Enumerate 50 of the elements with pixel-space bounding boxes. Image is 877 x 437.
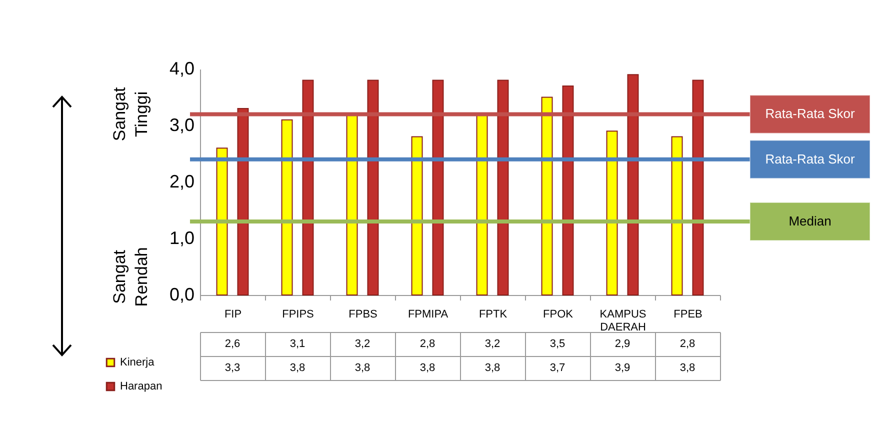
bar	[497, 80, 509, 296]
x-tick-label: FPBS	[348, 308, 378, 320]
bar	[216, 148, 228, 296]
x-tick-label: FIP	[224, 308, 242, 320]
x-tick-label: KAMPUS DAERAH	[600, 308, 646, 334]
bar	[541, 96, 553, 296]
data-label: 3,5	[550, 338, 566, 350]
text: Sangat Rendah	[110, 247, 151, 307]
data-label: 3,8	[354, 362, 370, 374]
ref-line-label: Median	[788, 214, 832, 229]
data-label: 2,9	[614, 338, 630, 350]
bar	[692, 80, 704, 296]
bar	[671, 136, 683, 296]
data-label: 2,8	[420, 338, 436, 350]
legend-label: Kinerja	[120, 356, 156, 368]
x-tick-label: FPTK	[478, 308, 508, 320]
data-label: 2,6	[224, 338, 240, 350]
data-label: 3,8	[484, 362, 500, 374]
x-tick-label: FPOK	[543, 308, 574, 320]
data-label: 3,2	[354, 338, 370, 350]
data-label: 3,3	[224, 362, 240, 374]
bar	[367, 80, 379, 296]
bar	[606, 130, 618, 296]
x-tick-label: FPMIPA	[408, 308, 449, 320]
x-tick-label: FPIPS	[282, 308, 314, 320]
ref-line-label: Rata-Rata Skor	[765, 106, 856, 122]
bar	[302, 80, 314, 296]
bar	[432, 80, 444, 296]
y-tick-label: 2,0	[169, 172, 194, 192]
y-tick-label: 1,0	[169, 228, 194, 248]
bar	[237, 108, 249, 296]
data-label: 3,9	[614, 362, 630, 374]
x-tick-label: FPEB	[674, 308, 702, 320]
data-label: 2,8	[680, 338, 696, 350]
data-label: 3,8	[680, 362, 696, 374]
text: Sangat Tinggi	[110, 86, 151, 142]
bar	[562, 85, 574, 296]
bar	[411, 136, 423, 296]
ref-line-label: Rata-Rata Skor	[765, 151, 856, 166]
data-label: 3,8	[420, 362, 436, 374]
data-label: 3,2	[484, 338, 500, 350]
y-tick-label: 0,0	[169, 284, 194, 304]
data-label: 3,7	[550, 362, 566, 374]
legend-label: Harapan	[120, 380, 162, 392]
data-label: 3,8	[290, 362, 306, 374]
y-tick-label: 3,0	[169, 115, 194, 135]
bar	[627, 74, 639, 296]
data-label: 3,1	[290, 338, 306, 350]
bar	[281, 119, 293, 296]
y-tick-label: 4,0	[169, 58, 194, 78]
